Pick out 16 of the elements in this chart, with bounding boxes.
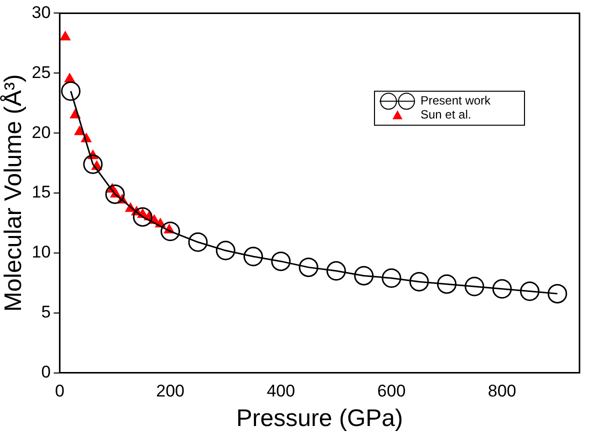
x-axis-title: Pressure (GPa) [236, 405, 403, 432]
y-tick-label: 10 [32, 242, 51, 262]
x-tick-label: 600 [377, 382, 406, 401]
y-tick-label: 25 [32, 62, 51, 82]
x-tick-label: 0 [54, 382, 64, 401]
legend-label: Present work [420, 94, 492, 108]
y-tick-label: 5 [41, 302, 51, 322]
y-tick-label: 20 [32, 122, 51, 142]
x-tick-label: 200 [156, 382, 184, 401]
y-tick-label: 30 [32, 2, 51, 22]
x-tick-label: 400 [266, 382, 296, 401]
x-tick-label: 800 [488, 382, 516, 401]
y-axis-title: Molecular Volume (Å³) [0, 74, 28, 312]
legend-label: Sun et al. [420, 108, 472, 122]
y-tick-label: 15 [32, 182, 51, 202]
y-tick-label: 0 [41, 362, 51, 382]
